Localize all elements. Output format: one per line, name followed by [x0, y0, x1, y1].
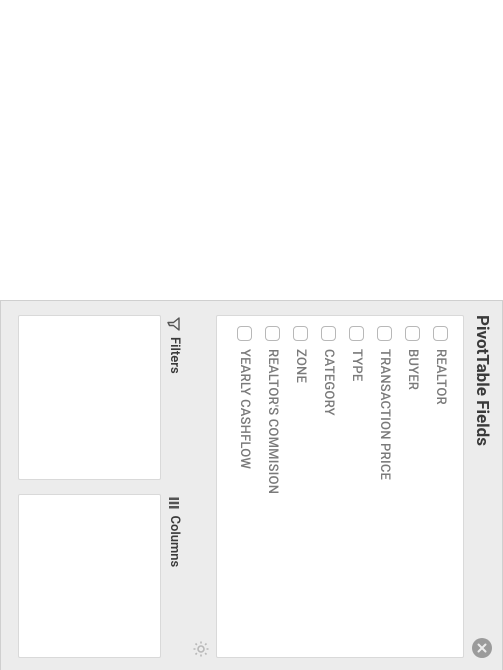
checkbox[interactable] [350, 326, 365, 341]
field-label: YEARLY CASHFLOW [238, 349, 253, 469]
close-icon [477, 643, 487, 653]
pivottable-fields-panel: PivotTable Fields REALTOR BUYER [0, 300, 503, 670]
gear-icon [192, 640, 210, 658]
filter-icon [168, 317, 182, 331]
columns-zone-label: Columns [167, 516, 182, 568]
columns-zone: Columns [18, 494, 188, 659]
field-item[interactable]: BUYER [399, 326, 427, 647]
field-label: TYPE [350, 349, 365, 381]
field-label: CATEGORY [322, 349, 337, 416]
fields-list: REALTOR BUYER TRANSACTION PRICE TYPE CAT… [216, 315, 464, 658]
panel-toolbar [188, 301, 216, 670]
field-label: REALTOR [434, 349, 449, 405]
field-item[interactable]: TYPE [343, 326, 371, 647]
checkbox[interactable] [378, 326, 393, 341]
panel-header: PivotTable Fields [464, 301, 502, 670]
checkbox[interactable] [294, 326, 309, 341]
field-label: BUYER [406, 349, 421, 390]
field-label: REALTOR'S COMMISION [266, 349, 281, 494]
checkbox[interactable] [434, 326, 449, 341]
checkbox[interactable] [238, 326, 253, 341]
field-item[interactable]: ZONE [287, 326, 315, 647]
checkbox[interactable] [266, 326, 281, 341]
field-item[interactable]: YEARLY CASHFLOW [231, 326, 259, 647]
field-item[interactable]: REALTOR [427, 326, 455, 647]
dropzones-row: Filters Columns [6, 301, 188, 670]
filters-zone-header: Filters [161, 315, 188, 480]
field-item[interactable]: CATEGORY [315, 326, 343, 647]
field-label: TRANSACTION PRICE [378, 349, 393, 480]
field-label: ZONE [294, 349, 309, 383]
filters-zone: Filters [18, 315, 188, 480]
field-item[interactable]: REALTOR'S COMMISION [259, 326, 287, 647]
columns-icon [168, 496, 182, 510]
filters-zone-label: Filters [167, 337, 182, 374]
checkbox[interactable] [406, 326, 421, 341]
panel-title: PivotTable Fields [472, 315, 492, 446]
layout-settings-button[interactable] [192, 640, 210, 658]
columns-dropbox[interactable] [18, 494, 161, 659]
field-item[interactable]: TRANSACTION PRICE [371, 326, 399, 647]
close-button[interactable] [472, 638, 492, 658]
filters-dropbox[interactable] [18, 315, 161, 480]
columns-zone-header: Columns [161, 494, 188, 659]
checkbox[interactable] [322, 326, 337, 341]
